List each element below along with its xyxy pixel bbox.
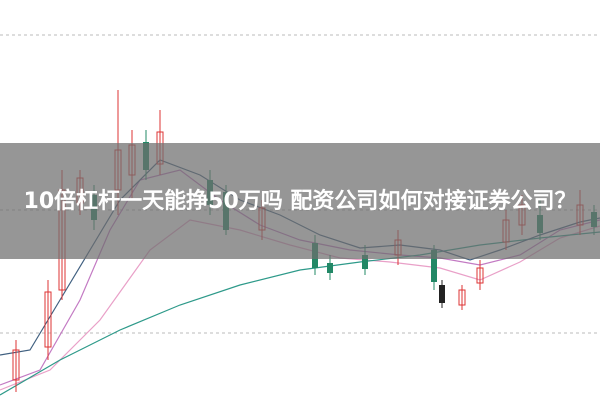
candle: [476, 267, 484, 284]
candle: [439, 285, 445, 303]
candle: [431, 250, 437, 282]
candle: [362, 255, 368, 269]
candle: [327, 263, 333, 273]
title: 10倍杠杆一天能挣50万吗 配资公司如何对接证券公司？: [23, 188, 577, 214]
title-banner: 10倍杠杆一天能挣50万吗 配资公司如何对接证券公司？: [0, 143, 600, 259]
candle: [458, 289, 466, 306]
candle: [12, 349, 20, 381]
candle: [44, 291, 52, 348]
